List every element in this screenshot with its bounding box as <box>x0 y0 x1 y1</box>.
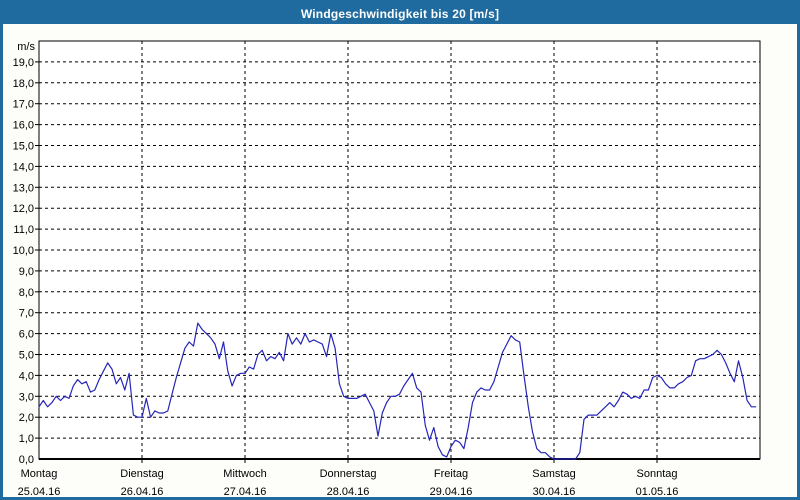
y-tick-label: 8,0 <box>19 287 34 299</box>
x-day-date-label: 26.04.16 <box>121 486 164 498</box>
y-tick-label: 19,0 <box>13 57 34 69</box>
x-day-name-label: Donnerstag <box>320 468 377 480</box>
y-tick-label: 16,0 <box>13 120 34 132</box>
x-day-date-label: 27.04.16 <box>224 486 267 498</box>
x-day-name-label: Freitag <box>434 468 468 480</box>
y-tick-label: 13,0 <box>13 182 34 194</box>
plot-area <box>39 41 760 459</box>
y-tick-label: 0,0 <box>19 454 34 466</box>
y-tick-label: 4,0 <box>19 370 34 382</box>
y-tick-label: 15,0 <box>13 141 34 153</box>
chart-title: Windgeschwindigkeit bis 20 [m/s] <box>300 6 500 21</box>
x-day-date-label: 28.04.16 <box>327 486 370 498</box>
y-tick-label: 6,0 <box>19 329 34 341</box>
y-axis-unit-label: m/s <box>17 41 35 53</box>
x-day-date-label: 29.04.16 <box>430 486 473 498</box>
y-tick-label: 10,0 <box>13 245 34 257</box>
y-tick-label: 14,0 <box>13 161 34 173</box>
x-day-name-label: Samstag <box>532 468 575 480</box>
x-day-name-label: Mittwoch <box>223 468 266 480</box>
plot-border <box>38 40 761 460</box>
y-tick-label: 5,0 <box>19 350 34 362</box>
y-tick-label: 12,0 <box>13 203 34 215</box>
x-day-date-label: 25.04.16 <box>18 486 61 498</box>
y-tick-label: 9,0 <box>19 266 34 278</box>
x-day-date-label: 01.05.16 <box>636 486 679 498</box>
y-tick-label: 2,0 <box>19 412 34 424</box>
chart-title-bar: Windgeschwindigkeit bis 20 [m/s] <box>3 3 797 24</box>
x-day-name-label: Montag <box>21 468 58 480</box>
y-tick-label: 18,0 <box>13 78 34 90</box>
y-tick-label: 17,0 <box>13 99 34 111</box>
y-tick-label: 1,0 <box>19 433 34 445</box>
y-tick-label: 7,0 <box>19 308 34 320</box>
y-tick-label: 11,0 <box>13 224 34 236</box>
wind-speed-line <box>38 322 757 460</box>
y-tick-label: 3,0 <box>19 391 34 403</box>
x-day-name-label: Sonntag <box>637 468 678 480</box>
x-day-name-label: Dienstag <box>120 468 163 480</box>
x-day-date-label: 30.04.16 <box>533 486 576 498</box>
